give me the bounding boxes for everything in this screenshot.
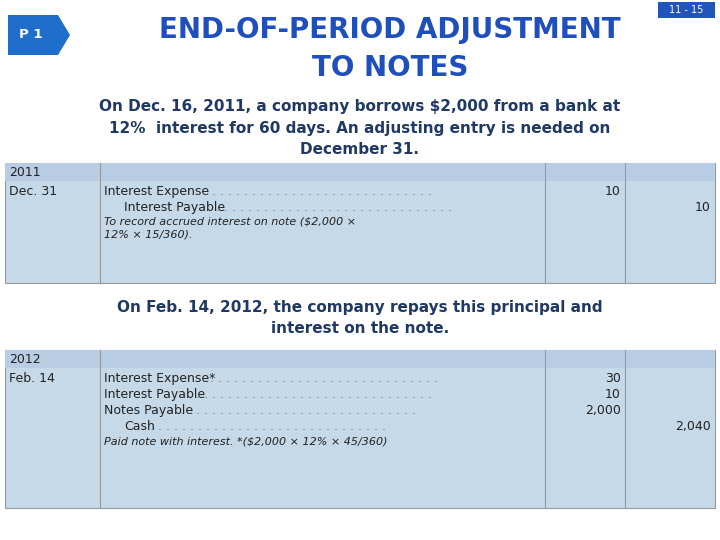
Text: Dec. 31: Dec. 31 [9, 185, 57, 198]
Text: To record accrued interest on note ($2,000 ×
12% × 15/360).: To record accrued interest on note ($2,0… [104, 217, 356, 239]
Text: Cash: Cash [124, 420, 155, 433]
Text: . . . . . . . . . . . . . . . . . . . . . . . . . . . . . .: . . . . . . . . . . . . . . . . . . . . … [192, 185, 432, 198]
Text: P 1: P 1 [19, 29, 42, 42]
Text: 2,000: 2,000 [585, 404, 621, 417]
Text: . . . . . . . . . . . . . . . . . . . . . . . . . . . . . .: . . . . . . . . . . . . . . . . . . . . … [176, 404, 415, 417]
Text: Feb. 14: Feb. 14 [9, 372, 55, 385]
FancyBboxPatch shape [658, 2, 715, 18]
Text: Paid note with interest. *($2,000 × 12% × 45/360): Paid note with interest. *($2,000 × 12% … [104, 436, 387, 446]
Text: . . . . . . . . . . . . . . . . . . . . . . . . . . . . . .: . . . . . . . . . . . . . . . . . . . . … [192, 388, 432, 401]
Text: 30: 30 [605, 372, 621, 385]
Text: Interest Payable: Interest Payable [104, 388, 205, 401]
Text: 11 - 15: 11 - 15 [670, 5, 703, 15]
Text: 2,040: 2,040 [675, 420, 711, 433]
Text: 10: 10 [695, 201, 711, 214]
Text: . . . . . . . . . . . . . . . . . . . . . . . . . . . . . .: . . . . . . . . . . . . . . . . . . . . … [212, 201, 452, 214]
Text: Interest Payable: Interest Payable [124, 201, 225, 214]
Text: 2011: 2011 [9, 166, 40, 179]
FancyBboxPatch shape [5, 163, 715, 181]
Text: Notes Payable: Notes Payable [104, 404, 193, 417]
FancyBboxPatch shape [5, 163, 715, 283]
Text: 2012: 2012 [9, 353, 40, 366]
FancyBboxPatch shape [5, 350, 715, 508]
Text: END-OF-PERIOD ADJUSTMENT: END-OF-PERIOD ADJUSTMENT [159, 16, 621, 44]
Text: Interest Expense*: Interest Expense* [104, 372, 215, 385]
FancyBboxPatch shape [5, 350, 715, 368]
Text: On Dec. 16, 2011, a company borrows $2,000 from a bank at
12%  interest for 60 d: On Dec. 16, 2011, a company borrows $2,0… [99, 99, 621, 157]
Polygon shape [8, 15, 70, 55]
Text: . . . . . . . . . . . . . . . . . . . . . . . . . . . . . .: . . . . . . . . . . . . . . . . . . . . … [197, 372, 438, 385]
Text: On Feb. 14, 2012, the company repays this principal and
interest on the note.: On Feb. 14, 2012, the company repays thi… [117, 300, 603, 336]
Text: Interest Expense: Interest Expense [104, 185, 209, 198]
Text: . . . . . . . . . . . . . . . . . . . . . . . . . . . . . .: . . . . . . . . . . . . . . . . . . . . … [146, 420, 386, 433]
Text: TO NOTES: TO NOTES [312, 54, 468, 82]
Text: 10: 10 [605, 185, 621, 198]
Text: 10: 10 [605, 388, 621, 401]
